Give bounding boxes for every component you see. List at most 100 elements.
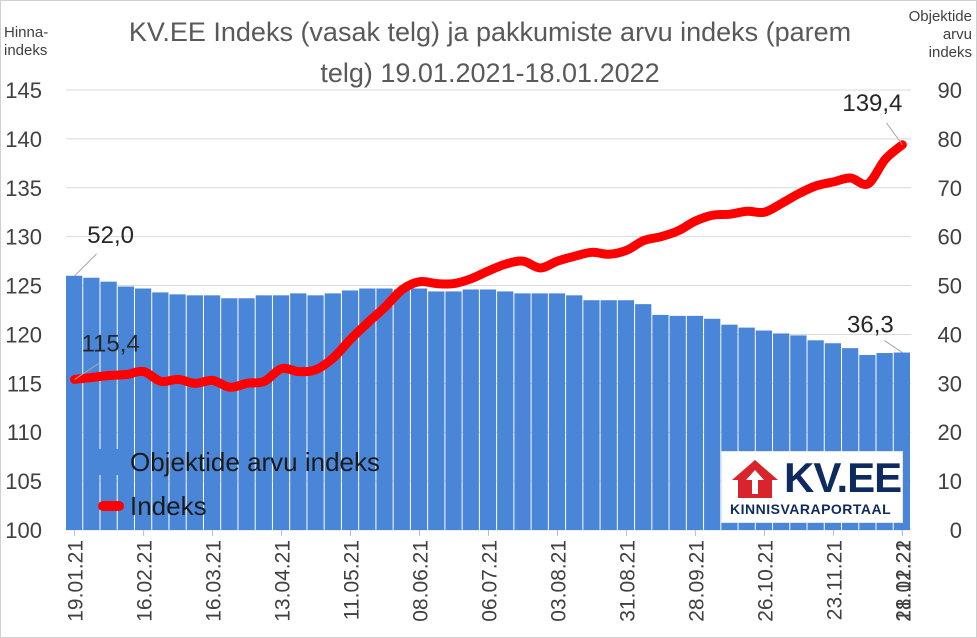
bar [203,295,221,530]
bar [152,292,169,530]
legend-label-bars: Objektide arvu indeks [130,446,381,477]
x-tick-label: 28.09.21 [685,540,708,622]
x-tick-label: 21.12.21 [892,540,915,622]
bar [255,295,272,530]
left-tick-label: 100 [5,518,42,543]
label-line-last: 139,4 [842,90,902,117]
left-axis-caption: Hinna- indeks [4,24,48,60]
bar [428,291,445,530]
leader-line [884,340,903,353]
bar [134,288,152,530]
bar [462,289,479,530]
left-tick-label: 125 [5,274,42,299]
bar [376,288,393,530]
left-tick-label: 115 [7,371,42,396]
bar [514,293,531,530]
bar [566,295,583,530]
legend-swatch-bars [98,449,124,475]
right-tick-label: 60 [938,225,962,250]
bar [66,275,83,530]
data-labels: 52,0 36,3 115,4 139,4 [74,90,903,380]
bar [272,295,290,530]
bar [307,295,324,530]
right-axis-caption-line-3: indeks [928,44,972,61]
label-bar-last: 36,3 [847,312,894,339]
x-tick-label: 19.01.21 [65,540,88,622]
bar-series [66,275,910,530]
bar [548,293,566,530]
right-tick-label: 10 [938,469,962,494]
legend-swatch-line [98,501,124,511]
bar [445,291,462,530]
right-tick-label: 0 [950,518,962,543]
left-axis-ticks: 100 105 110 115 120 125 130 135 140 145 [5,78,42,543]
left-tick-label: 120 [5,322,42,347]
bar [686,315,704,530]
left-tick-label: 135 [5,176,42,201]
right-axis-ticks: 0 10 20 30 40 50 60 70 80 90 [938,78,962,543]
legend-item-bars: Objektide arvu indeks [98,440,380,484]
left-axis-caption-line-1: Hinna- [4,24,49,41]
bar [221,298,238,530]
legend: Objektide arvu indeks Indeks [98,440,380,528]
x-tick-label: 26.10.21 [754,540,777,622]
leader-line [74,363,99,380]
bar [617,300,635,530]
left-tick-label: 145 [5,78,42,103]
logo-brand: KV.EE [784,454,902,501]
legend-label-line: Indeks [130,490,207,521]
line-series [70,140,907,392]
x-tick-label: 18.01.22 [892,540,915,622]
chart-title-line-2: telg) 19.01.2021-18.01.2022 [320,58,660,88]
legend-item-line: Indeks [98,484,380,528]
bar [704,318,721,530]
bar [652,314,669,530]
right-axis-caption-line-2: arvu [942,26,972,43]
bar [169,294,186,530]
right-axis-caption: Objektide arvu indeks [900,8,972,62]
right-tick-label: 50 [938,274,962,299]
bar [600,300,617,530]
indeks-line [70,140,907,392]
x-tick-label: 23.11.21 [823,540,846,620]
bar [83,277,100,530]
right-tick-label: 30 [938,371,962,396]
bar [186,295,203,530]
label-bar-first: 52,0 [87,222,134,249]
x-tick-label: 06.07.21 [479,540,502,622]
leader-line [885,122,903,146]
bar [479,289,497,530]
kv-ee-logo: KV.EE KINNISVARAPORTAAL [721,451,903,523]
bar [635,304,652,530]
x-tick-label: 03.08.21 [547,540,570,622]
house-arrow-icon [732,460,778,498]
right-tick-label: 90 [938,78,962,103]
bar [531,293,548,530]
left-tick-label: 140 [5,127,42,152]
bar [238,298,255,530]
x-axis-ticks: 19.01.21 16.02.21 16.03.21 13.04.21 11.05.21… [65,530,915,622]
x-tick-label: 16.03.21 [203,540,226,622]
chart-title-line-1: KV.EE Indeks (vasak telg) ja pakkumiste … [128,17,852,47]
left-tick-label: 105 [5,469,42,494]
right-tick-label: 70 [938,176,962,201]
x-tick-label: 08.06.21 [410,540,433,622]
left-tick-label: 110 [7,420,42,445]
x-tick-label: 16.02.21 [134,540,157,622]
x-tick-label: 13.04.21 [272,540,295,622]
x-tick-label: 11.05.21 [341,540,364,620]
right-tick-label: 40 [938,322,962,347]
x-tick-label: 31.08.21 [616,540,639,622]
left-axis-caption-line-2: indeks [4,42,48,59]
logo-subtitle: KINNISVARAPORTAAL [730,501,892,517]
right-tick-label: 20 [938,420,962,445]
right-axis-caption-line-1: Objektide [908,8,972,25]
left-tick-label: 130 [5,225,42,250]
bar [290,293,307,530]
bar [393,289,410,530]
bar [410,288,428,530]
label-line-first: 115,4 [81,330,139,357]
bar [497,291,514,530]
leader-line [74,253,97,277]
